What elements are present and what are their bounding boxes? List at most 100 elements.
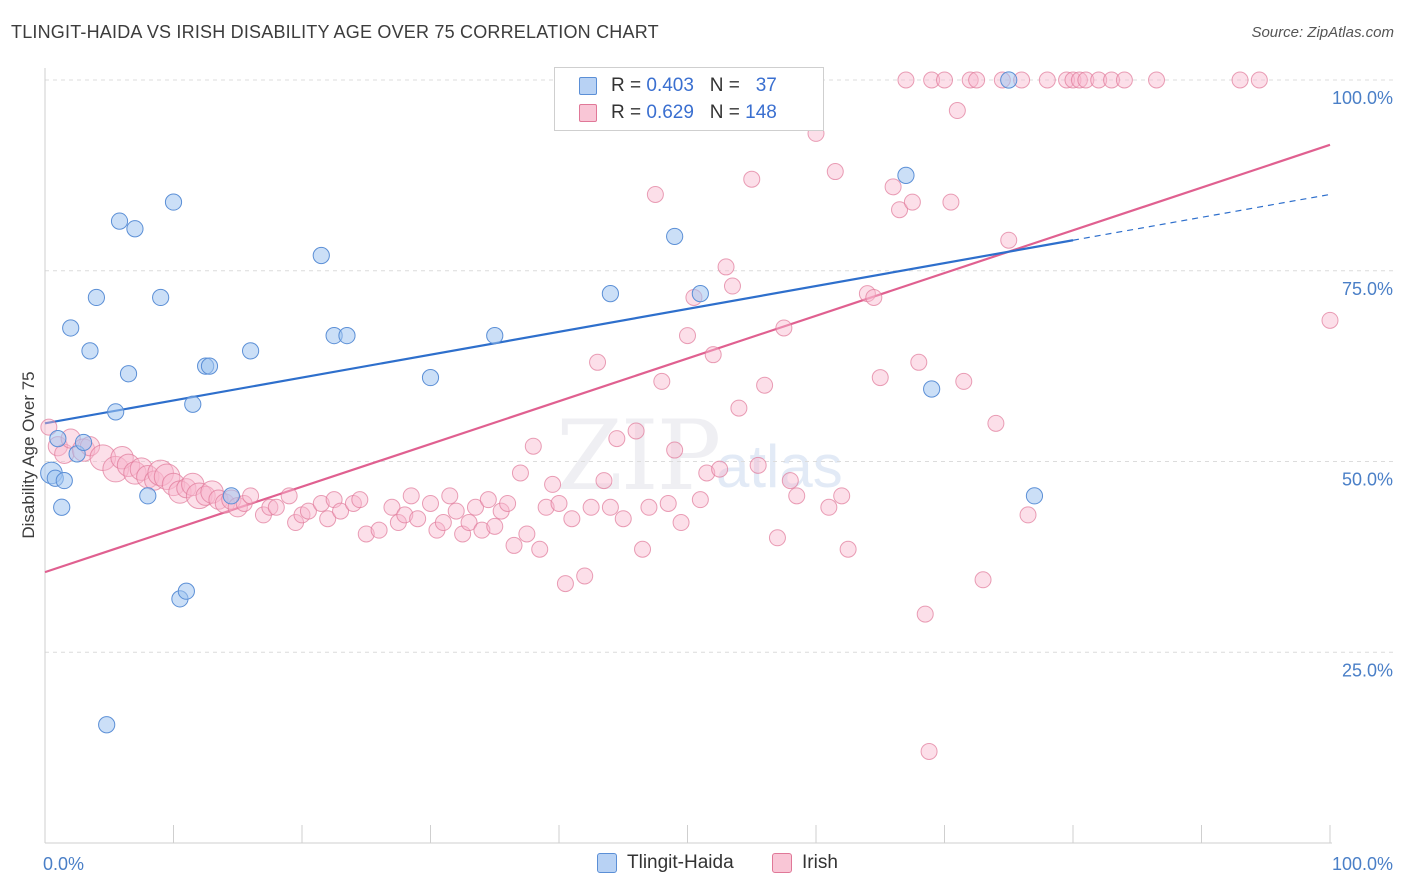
irish-point: [242, 487, 260, 505]
irish-point: [788, 487, 806, 505]
tlingit-point: [1025, 487, 1044, 505]
tlingit-point: [200, 357, 219, 375]
tlingit-point: [62, 319, 80, 337]
irish-point: [1090, 71, 1108, 89]
irish-point: [185, 482, 213, 510]
tlingit-trendline: [44, 239, 1074, 425]
x-tick-label: 0.0%: [43, 854, 84, 874]
irish-point: [1148, 71, 1166, 89]
irish-point: [576, 567, 594, 585]
tlingit-point: [338, 327, 356, 345]
bottom-legend-label-irish: Irish: [802, 852, 838, 873]
irish-point: [768, 529, 786, 547]
legend-r-label: R =: [611, 102, 647, 123]
irish-point: [531, 540, 549, 558]
irish-point: [704, 346, 722, 364]
y-axis-label: Disability Age Over 75: [19, 371, 38, 538]
irish-point: [948, 102, 966, 120]
tlingit-point: [312, 246, 330, 265]
tlingit-point: [486, 327, 504, 345]
bottom-legend-swatch-tlingit: [597, 853, 617, 873]
irish-point: [402, 487, 420, 505]
irish-point: [608, 430, 626, 448]
tlingit-point: [242, 342, 260, 360]
tlingit-point: [923, 380, 941, 398]
irish-point: [640, 498, 658, 516]
tlingit-point: [691, 285, 709, 303]
irish-point: [601, 498, 619, 516]
tlingit-point: [164, 193, 183, 211]
irish-point: [614, 510, 632, 528]
bottom-legend-tlingit: Tlingit-Haida: [597, 852, 734, 874]
legend-n-value: 148: [745, 102, 777, 123]
irish-point: [1058, 71, 1076, 89]
irish-point: [891, 201, 909, 219]
irish-point: [653, 372, 671, 390]
irish-point: [267, 498, 285, 516]
legend-n-label: N =: [709, 75, 746, 96]
irish-point: [299, 502, 317, 520]
y-tick-label: 75.0%: [1342, 279, 1393, 299]
tlingit-point: [184, 395, 202, 413]
irish-point: [460, 514, 478, 532]
legend-n-label: N =: [709, 102, 746, 123]
irish-point: [659, 494, 677, 512]
irish-point: [312, 494, 330, 512]
y-tick-label: 25.0%: [1342, 660, 1393, 680]
legend-r-label: R =: [611, 75, 647, 96]
irish-point: [897, 71, 915, 89]
irish-point: [332, 502, 350, 520]
irish-point: [434, 514, 452, 532]
irish-point: [589, 353, 607, 371]
irish-point: [920, 742, 938, 760]
irish-point: [1231, 71, 1249, 89]
irish-point: [916, 605, 934, 623]
irish-point: [280, 487, 298, 505]
irish-point: [955, 372, 973, 390]
irish-point: [161, 472, 186, 497]
irish-point: [756, 376, 774, 394]
tlingit-point: [53, 498, 71, 516]
tlingit-point: [666, 227, 684, 246]
legend-box: R = 0.403 N = 37 R = 0.629 N = 148: [554, 67, 824, 131]
irish-point: [40, 418, 58, 436]
irish-point: [884, 178, 902, 196]
tlingit-points: [40, 71, 1044, 734]
irish-point: [775, 319, 793, 337]
irish-point: [910, 353, 928, 371]
bottom-legend: Tlingit-Haida Irish: [0, 852, 1406, 876]
source-label: Source: ZipAtlas.com: [1251, 24, 1394, 41]
irish-point: [743, 170, 761, 188]
tlingit-point: [107, 403, 125, 421]
irish-point: [123, 461, 147, 485]
irish-point: [422, 494, 439, 512]
irish-point: [518, 525, 536, 543]
irish-point: [1000, 231, 1018, 249]
tlingit-point: [81, 342, 99, 360]
irish-point: [749, 456, 767, 474]
irish-point: [595, 472, 613, 490]
irish-point: [1321, 311, 1339, 329]
irish-point: [582, 498, 600, 516]
legend-n-value: 37: [755, 75, 777, 96]
irish-point: [110, 445, 134, 470]
irish-point: [711, 460, 729, 478]
tlingit-point: [110, 212, 129, 230]
tlingit-point: [87, 288, 106, 307]
irish-point: [116, 453, 141, 478]
irish-point: [698, 464, 716, 482]
irish-point: [1064, 71, 1082, 89]
axes: [44, 68, 1332, 844]
trendlines: [44, 143, 1331, 574]
irish-point: [839, 540, 857, 558]
irish-point: [1115, 71, 1133, 89]
irish-point: [261, 498, 279, 516]
irish-points: [40, 71, 1339, 760]
irish-point: [723, 277, 741, 295]
tlingit-point: [139, 487, 157, 505]
bottom-legend-swatch-irish: [772, 853, 792, 873]
irish-point: [942, 193, 960, 211]
irish-point: [974, 571, 992, 589]
tlingit-point: [421, 368, 440, 387]
